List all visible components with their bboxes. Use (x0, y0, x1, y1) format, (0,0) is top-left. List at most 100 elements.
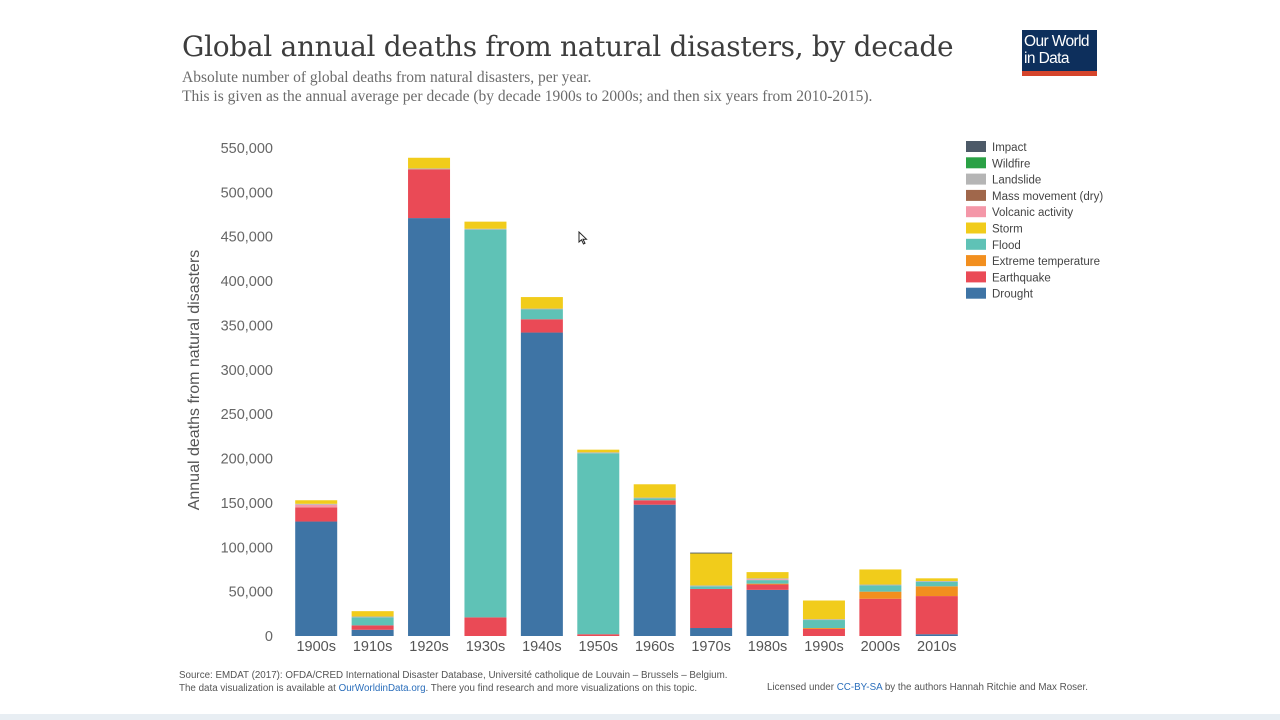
bar-segment[interactable] (859, 569, 902, 585)
bar-segment[interactable] (520, 332, 563, 636)
bar-segment[interactable] (915, 596, 958, 635)
viz-availability-text: The data visualization is available at O… (179, 682, 728, 695)
bar-segment[interactable] (520, 308, 563, 310)
x-tick-label: 1940s (522, 639, 562, 655)
bar-segment[interactable] (633, 504, 676, 636)
source-note: Source: EMDAT (2017): OFDA/CRED Internat… (179, 669, 728, 695)
bar-segment[interactable] (633, 484, 676, 498)
bar-segment[interactable] (859, 585, 902, 592)
bar-segment[interactable] (633, 498, 676, 501)
bar-segment[interactable] (577, 634, 620, 636)
bar-segment[interactable] (408, 218, 451, 636)
bar-segment[interactable] (464, 228, 507, 230)
bar-segment[interactable] (633, 497, 676, 499)
bar-segment[interactable] (520, 309, 563, 320)
bar-segment[interactable] (351, 625, 394, 630)
x-tick-label: 1970s (691, 639, 731, 655)
x-tick-label: 1900s (296, 639, 336, 655)
legend-swatch[interactable] (966, 271, 986, 283)
bar-segment[interactable] (408, 157, 451, 169)
owid-logo[interactable]: Our World in Data (1022, 30, 1097, 76)
bar-segment[interactable] (746, 572, 789, 579)
x-tick-label: 1950s (579, 639, 619, 655)
bar-segment[interactable] (351, 617, 394, 626)
legend-swatch[interactable] (966, 238, 986, 250)
bar-segment[interactable] (408, 168, 451, 170)
legend-label[interactable]: Landslide (992, 175, 1041, 187)
legend-swatch[interactable] (966, 157, 986, 169)
bar-segment[interactable] (690, 586, 733, 589)
y-tick-label: 50,000 (229, 585, 273, 601)
legend-label[interactable]: Volcanic activity (992, 207, 1073, 219)
bar-segment[interactable] (859, 584, 902, 586)
bar-segment[interactable] (408, 169, 451, 219)
bar-segment[interactable] (464, 221, 507, 229)
bar-segment[interactable] (351, 629, 394, 636)
legend-swatch[interactable] (966, 206, 986, 218)
bar-segment[interactable] (915, 580, 958, 582)
bar-segment[interactable] (915, 578, 958, 581)
bar-segment[interactable] (915, 586, 958, 597)
bar-segment[interactable] (464, 617, 507, 636)
bar-segment[interactable] (295, 504, 338, 508)
bar-segment[interactable] (802, 620, 845, 629)
legend-swatch[interactable] (966, 255, 986, 267)
license-link[interactable]: CC-BY-SA (836, 682, 883, 693)
bar-segment[interactable] (351, 616, 394, 618)
bar-segment[interactable] (690, 553, 733, 586)
bar-segment[interactable] (690, 628, 733, 636)
bar-segment[interactable] (690, 588, 733, 629)
bar-segment[interactable] (746, 584, 789, 590)
legend-label[interactable]: Impact (992, 142, 1027, 154)
bar-segment[interactable] (915, 581, 958, 587)
legend-label[interactable]: Earthquake (992, 272, 1051, 284)
legend-label[interactable]: Storm (992, 224, 1023, 236)
bar-segment[interactable] (746, 578, 789, 580)
legend-swatch[interactable] (966, 141, 986, 152)
bar-segment[interactable] (859, 591, 902, 599)
legend-swatch[interactable] (966, 222, 986, 234)
legend-label[interactable]: Drought (992, 289, 1034, 301)
legend-swatch[interactable] (966, 173, 986, 185)
bar-segment[interactable] (577, 452, 620, 454)
y-tick-label: 300,000 (221, 363, 273, 379)
bar-segment[interactable] (577, 449, 620, 453)
x-tick-label: 1930s (466, 639, 506, 655)
y-tick-label: 250,000 (221, 407, 273, 423)
bar-segment[interactable] (859, 598, 902, 636)
bar-segment[interactable] (464, 229, 507, 618)
bar-segment[interactable] (802, 600, 845, 620)
bar-segment[interactable] (915, 634, 958, 636)
bar-segment[interactable] (746, 583, 789, 585)
logo-line-1: Our World (1024, 33, 1090, 50)
bar-segment[interactable] (351, 611, 394, 617)
bar-segment[interactable] (295, 521, 338, 636)
bar-segment[interactable] (746, 589, 789, 636)
bar-segment[interactable] (802, 619, 845, 621)
bar-segment[interactable] (746, 579, 789, 581)
bar-segment[interactable] (520, 297, 563, 309)
bar-segment[interactable] (690, 552, 733, 554)
owid-link[interactable]: OurWorldinData.org (338, 683, 426, 694)
legend-label[interactable]: Flood (992, 240, 1021, 252)
legend-label[interactable]: Extreme temperature (992, 256, 1100, 268)
bar-segment[interactable] (746, 580, 789, 584)
bar-segment[interactable] (295, 503, 338, 505)
bar-segment[interactable] (802, 628, 845, 636)
chart-subtitle-line-1: Absolute number of global deaths from na… (182, 69, 592, 86)
bar-segment[interactable] (577, 453, 620, 635)
legend-swatch[interactable] (966, 189, 986, 201)
legend-label[interactable]: Wildfire (992, 158, 1030, 170)
bar-segment[interactable] (802, 628, 845, 629)
bar-segment[interactable] (520, 319, 563, 333)
bar-segment[interactable] (295, 507, 338, 522)
y-tick-label: 150,000 (221, 496, 273, 512)
bar-segment[interactable] (633, 500, 676, 505)
bar-segment[interactable] (690, 585, 733, 587)
legend-label[interactable]: Mass movement (dry) (992, 191, 1103, 203)
y-axis-label: Annual deaths from natural disasters (186, 250, 203, 511)
license-note: Licensed under CC-BY-SA by the authors H… (767, 682, 1088, 693)
legend-swatch[interactable] (966, 287, 986, 299)
viz-suffix: . There you find research and more visua… (425, 683, 698, 694)
bar-segment[interactable] (295, 500, 338, 504)
